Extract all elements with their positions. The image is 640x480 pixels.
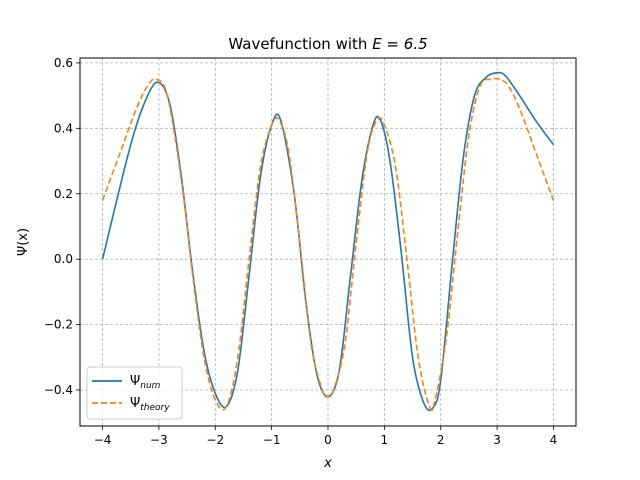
x-axis-ticks: −4 −3 −2 −1 0 1 2 3 4 bbox=[94, 426, 558, 447]
x-tick-label: −2 bbox=[206, 433, 224, 447]
x-tick-label: −4 bbox=[94, 433, 112, 447]
y-tick-label: 0.6 bbox=[54, 56, 73, 70]
y-tick-label: 0.0 bbox=[54, 252, 73, 266]
x-tick-label: 1 bbox=[381, 433, 389, 447]
legend-num-sub: num bbox=[140, 381, 160, 391]
x-tick-label: −1 bbox=[263, 433, 281, 447]
y-tick-label: −0.4 bbox=[44, 383, 73, 397]
series-line-theory bbox=[101, 77, 555, 412]
y-tick-label: 0.4 bbox=[54, 121, 73, 135]
grid bbox=[80, 58, 576, 426]
x-tick-label: 4 bbox=[550, 433, 558, 447]
title-prefix: Wavefunction with bbox=[228, 35, 372, 53]
series-layer bbox=[101, 71, 555, 412]
legend-num-main: Ψ bbox=[130, 374, 140, 389]
y-axis-ticks: −0.4 −0.2 0.0 0.2 0.4 0.6 bbox=[44, 56, 80, 397]
legend-theory-sub: theory bbox=[140, 403, 170, 413]
title-math: E = 6.5 bbox=[372, 35, 427, 53]
legend-theory-main: Ψ bbox=[130, 396, 140, 411]
legend-label-theory: Ψtheory bbox=[130, 396, 170, 413]
chart-title: Wavefunction with E = 6.5 bbox=[228, 35, 427, 53]
series-line-num bbox=[101, 71, 555, 412]
x-tick-label: 3 bbox=[493, 433, 501, 447]
legend: Ψnum Ψtheory bbox=[86, 366, 183, 420]
legend-frame bbox=[86, 366, 183, 420]
x-tick-label: 0 bbox=[324, 433, 332, 447]
y-tick-label: −0.2 bbox=[44, 318, 73, 332]
x-tick-label: 2 bbox=[437, 433, 445, 447]
y-tick-label: 0.2 bbox=[54, 187, 73, 201]
legend-label-num: Ψnum bbox=[130, 374, 161, 391]
y-axis-label: Ψ(x) bbox=[16, 228, 31, 256]
x-tick-label: −3 bbox=[150, 433, 168, 447]
x-axis-label: x bbox=[323, 456, 332, 471]
